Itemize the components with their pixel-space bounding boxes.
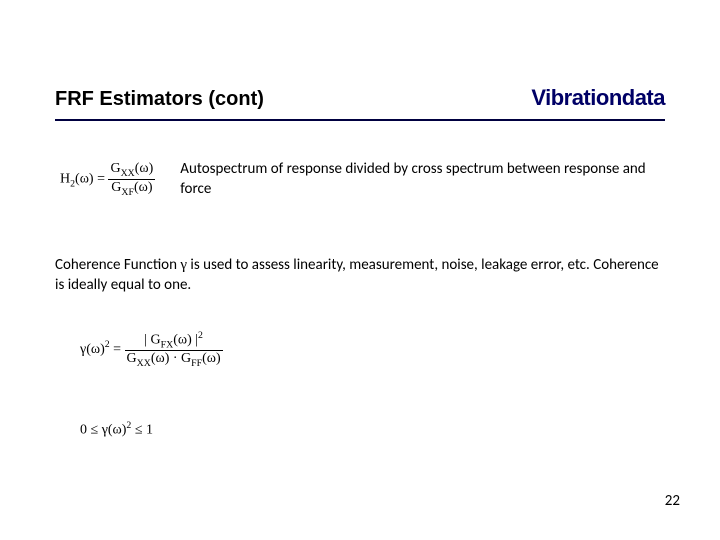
h2-numerator: GXX(ω): [108, 161, 155, 180]
gamma-squared-formula: γ(ω)2 = | GFX(ω) |2 GXX(ω) · GFF(ω): [80, 330, 223, 369]
h2-lhs: H: [60, 172, 70, 187]
coherence-text-a: Coherence Function: [55, 256, 180, 274]
gamma-fraction: | GFX(ω) |2 GXX(ω) · GFF(ω): [125, 330, 223, 369]
gamma-denominator: GXX(ω) · GFF(ω): [125, 351, 223, 369]
h2-arg: (ω) =: [75, 172, 105, 187]
h2-fraction: GXX(ω) GXF(ω): [108, 161, 155, 198]
page-number: 22: [665, 492, 680, 510]
h2-denominator: GXF(ω): [108, 180, 155, 198]
h2-description: Autospectrum of response divided by cros…: [180, 160, 665, 199]
coherence-description: Coherence Function γ is used to assess l…: [55, 255, 665, 296]
gamma-numerator: | GFX(ω) |2: [125, 330, 223, 351]
slide-header: FRF Estimators (cont) Vibrationdata: [55, 85, 665, 121]
brand-logo-text: Vibrationdata: [531, 85, 665, 111]
h2-formula: H2(ω) = GXX(ω) GXF(ω): [60, 161, 155, 198]
h2-row: H2(ω) = GXX(ω) GXF(ω) Autospectrum of re…: [60, 160, 665, 199]
gamma-bounds-formula: 0 ≤ γ(ω)2 ≤ 1: [80, 420, 153, 439]
slide-title: FRF Estimators (cont): [55, 88, 264, 111]
